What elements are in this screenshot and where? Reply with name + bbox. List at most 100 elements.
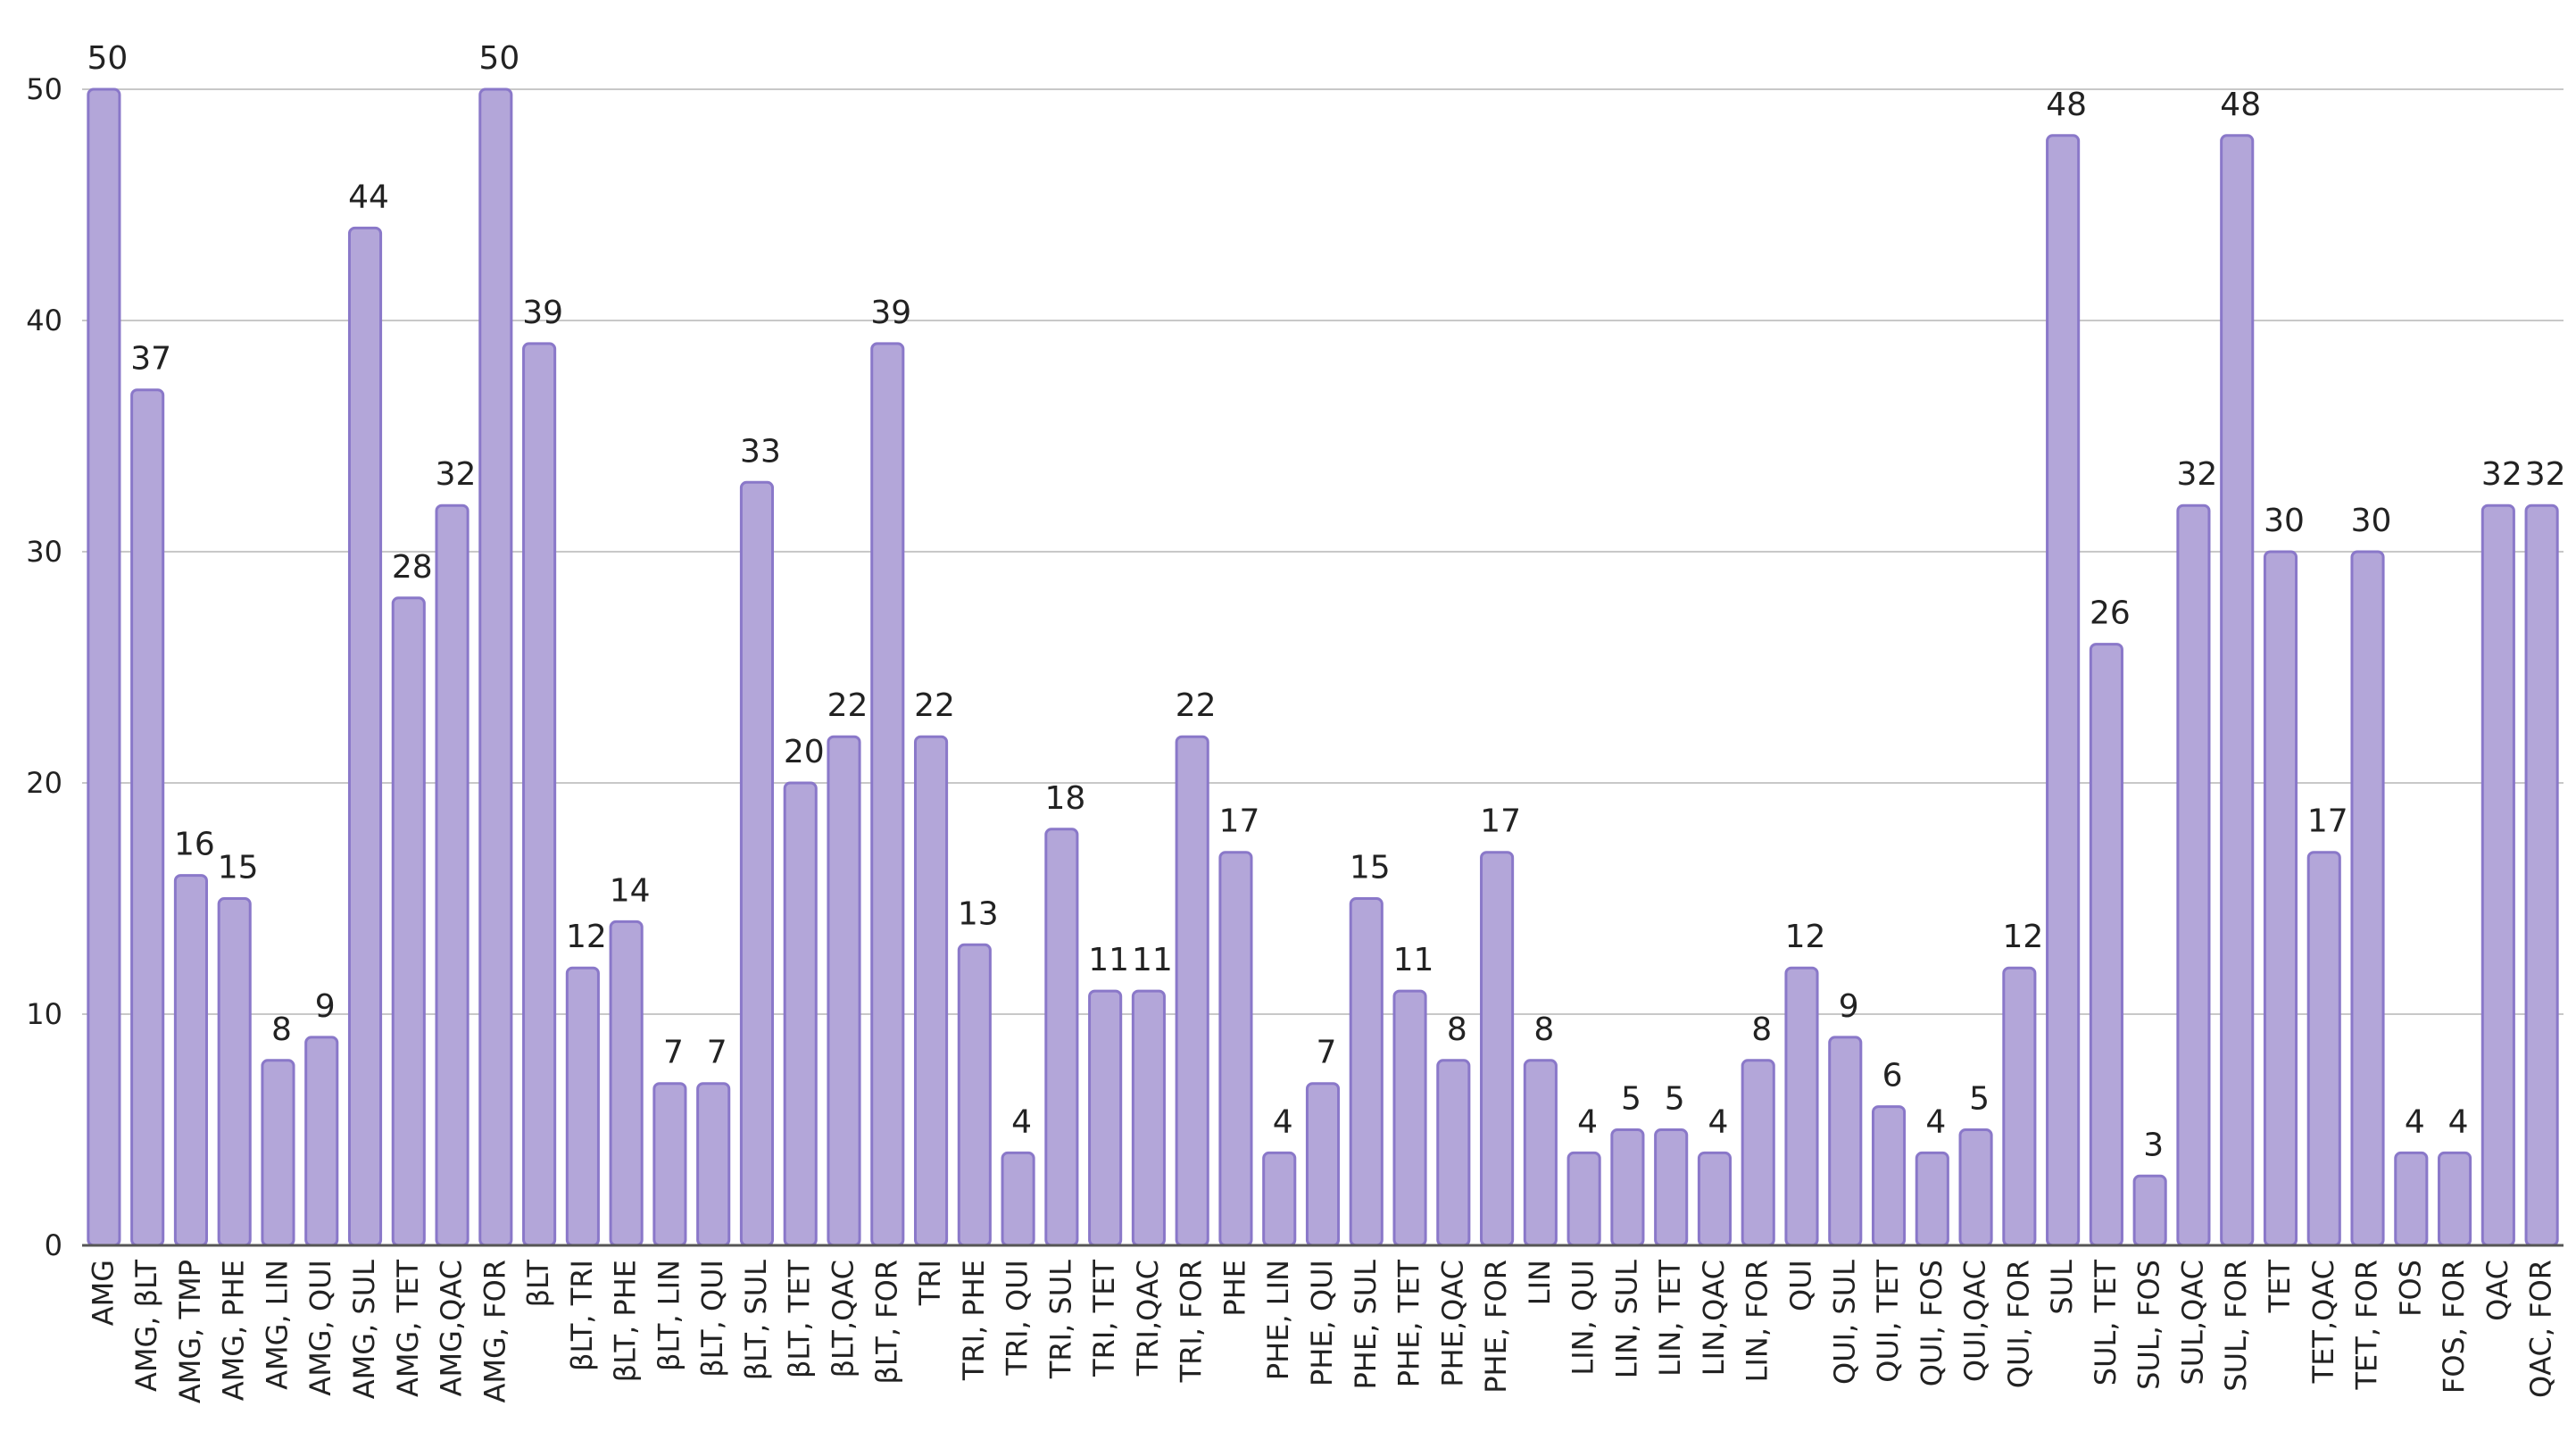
data-label: 12 [566,919,607,955]
data-label: 48 [2220,87,2261,123]
bar [1610,1128,1645,1247]
x-tick-label: QUI, FOR [2001,1260,2035,1388]
bar [130,388,165,1247]
x-tick-label: AMG, PHE [217,1260,251,1401]
x-tick-label: βLT,QAC [827,1260,860,1377]
data-label: 39 [522,295,563,331]
x-tick-label: TRI,QAC [1131,1260,1165,1377]
bar [1218,851,1253,1247]
data-label: 32 [436,456,477,493]
bar [2350,550,2385,1247]
bar [2306,851,2341,1247]
data-label: 30 [2351,503,2392,539]
data-label: 11 [1393,942,1434,978]
data-label: 22 [914,687,955,724]
data-label: 28 [392,549,433,586]
x-tick-label: TRI, SUL [1043,1260,1077,1379]
x-tick-label: AMG, QUI [303,1260,337,1396]
bar [217,897,252,1247]
x-tick-label: AMG, βLT [129,1260,163,1392]
bar [2480,503,2515,1247]
data-label: 32 [2177,456,2218,493]
bar [913,735,949,1247]
bar [1480,851,1515,1247]
x-tick-label: LIN, TET [1653,1260,1687,1377]
bar [1958,1128,1993,1247]
bar [565,966,600,1247]
x-tick-label: βLT, PHE [609,1260,643,1382]
bar [1044,828,1079,1247]
bar [1349,897,1384,1247]
y-tick-label: 40 [26,304,62,337]
bar [1305,1082,1341,1247]
bar [261,1059,295,1247]
bar [2438,1151,2472,1247]
x-tick-label: LIN,QAC [1697,1260,1731,1376]
data-label: 5 [1969,1081,1990,1118]
x-tick-label: TRI, FOR [1175,1260,1209,1383]
x-tick-label: LIN [1523,1260,1557,1305]
x-tick-label: TRI, TET [1087,1260,1121,1377]
x-tick-label: AMG, SUL [347,1260,381,1399]
data-label: 4 [2405,1103,2425,1140]
data-label: 50 [478,40,519,77]
data-label: 11 [1132,942,1173,978]
data-label: 8 [271,1011,292,1048]
bar [2220,134,2255,1247]
data-label: 37 [130,341,171,378]
x-tick-label: AMG, TMP [173,1260,207,1403]
data-label: 22 [827,687,868,724]
x-tick-label: PHE [1217,1260,1251,1317]
bar [870,342,905,1247]
x-tick-label: βLT, TET [783,1260,817,1379]
x-tick-label: SUL [2045,1260,2079,1315]
bar [1131,989,1166,1247]
x-tick-label: QUI, SUL [1827,1260,1861,1385]
x-tick-label: AMG, TET [391,1260,425,1397]
data-label: 22 [1176,687,1217,724]
data-label: 8 [1447,1011,1467,1048]
bar [478,87,513,1247]
data-label: 8 [1533,1011,1554,1048]
x-tick-label: FOS [2393,1260,2427,1317]
y-tick-label: 10 [26,997,62,1031]
data-label: 9 [1839,988,1859,1025]
data-label: 9 [315,988,336,1025]
data-label: 33 [740,433,781,470]
bar [783,781,818,1247]
x-tick-label: PHE, QUI [1305,1260,1339,1386]
bar [2176,503,2211,1247]
data-label: 4 [1011,1103,1032,1140]
x-tick-label: QUI, FOS [1915,1260,1949,1386]
data-label: 12 [2002,919,2043,955]
y-tick-label: 30 [26,535,62,569]
bar [1915,1151,1949,1247]
x-tick-label: SUL, FOR [2219,1260,2253,1392]
x-tick-label: LIN, QUI [1566,1260,1600,1376]
bar [2002,966,2037,1247]
x-tick-label: βLT [521,1260,555,1308]
bar [87,87,121,1247]
y-axis-ticks: 0 10 20 30 40 50 [26,72,62,1262]
bar [2046,134,2081,1247]
data-label: 18 [1044,780,1085,817]
category-labels: AMG AMG, βLT AMG, TMP AMG, PHE AMG, LIN AMG, … [86,1260,2557,1404]
data-label: 8 [1751,1011,1772,1048]
bar [1175,735,1209,1247]
x-tick-label: βLT, FOR [869,1260,903,1385]
bar [827,735,861,1247]
bar [1697,1151,1733,1247]
x-tick-label: TET [2263,1260,2297,1314]
bar [1828,1036,1863,1247]
x-tick-label: AMG [86,1260,120,1326]
bar [391,596,426,1247]
bars [87,87,2559,1247]
data-label: 26 [2090,595,2131,632]
data-label: 17 [1480,803,1521,840]
data-label: 4 [1708,1103,1728,1140]
bar [1566,1151,1601,1247]
bar [522,342,557,1247]
